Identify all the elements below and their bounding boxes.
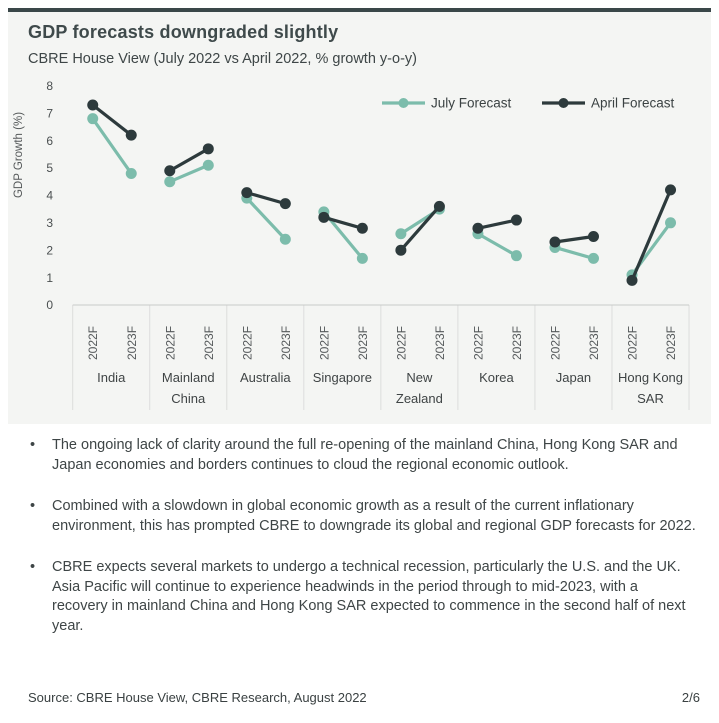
data-point xyxy=(510,250,522,262)
y-axis-tick-label: 5 xyxy=(46,161,53,175)
category-label: Mainland xyxy=(162,370,215,385)
legend-label: July Forecast xyxy=(431,96,512,111)
data-point xyxy=(164,176,176,188)
x-tick-year-label: 2022F xyxy=(394,326,408,360)
x-tick-year-label: 2022F xyxy=(548,326,562,360)
y-axis-tick-label: 4 xyxy=(46,189,53,203)
x-tick-year-label: 2022F xyxy=(317,326,331,360)
category-label: New xyxy=(406,370,433,385)
series-segment xyxy=(477,218,517,230)
series-segment xyxy=(554,234,594,244)
data-point xyxy=(87,99,99,111)
chart-card: GDP forecasts downgraded slightly CBRE H… xyxy=(8,8,711,424)
x-tick-year-label: 2023F xyxy=(587,326,601,360)
data-point xyxy=(279,233,291,245)
data-point xyxy=(241,187,253,199)
x-tick-year-label: 2022F xyxy=(471,326,485,360)
data-point xyxy=(433,200,445,212)
category-label: Japan xyxy=(556,370,591,385)
legend-marker-dot xyxy=(558,98,569,108)
series-segment xyxy=(169,163,209,184)
footer: Source: CBRE House View, CBRE Research, … xyxy=(28,690,700,705)
series-segment xyxy=(554,245,594,260)
series-segment xyxy=(630,189,673,281)
x-tick-year-label: 2022F xyxy=(240,326,254,360)
page-title: GDP forecasts downgraded slightly xyxy=(28,22,339,42)
y-axis-tick-label: 1 xyxy=(46,271,53,285)
category-label: Zealand xyxy=(396,391,443,406)
series-segment xyxy=(399,205,441,252)
series-segment xyxy=(246,191,286,206)
category-label: Hong Kong xyxy=(618,370,683,385)
bullet-item: The ongoing lack of clarity around the f… xyxy=(28,436,696,475)
y-axis-tick-label: 7 xyxy=(46,106,53,120)
data-point xyxy=(549,236,561,248)
data-point xyxy=(318,211,330,223)
series-segment xyxy=(91,103,133,137)
gdp-forecast-chart: 0 1 2 3 4 5 6 7 8 GDP Growth (%) 2022F 2023F India 20… xyxy=(8,78,711,424)
category-label: China xyxy=(171,391,206,406)
category-label: Singapore xyxy=(313,370,372,385)
key-points-list: The ongoing lack of clarity around the f… xyxy=(28,436,696,658)
series-segment xyxy=(245,197,287,241)
series-segment xyxy=(168,147,210,173)
y-axis-tick-label: 0 xyxy=(46,298,53,312)
category-label: India xyxy=(97,370,126,385)
page-number: 2/6 xyxy=(681,690,700,705)
data-point xyxy=(279,198,291,210)
x-tick-year-label: 2022F xyxy=(626,326,640,360)
x-tick-year-label: 2022F xyxy=(163,326,177,360)
gdp-forecast-chart-svg: 0 1 2 3 4 5 6 7 8 GDP Growth (%) 2022F 2023F India 20… xyxy=(13,79,690,410)
data-point xyxy=(202,159,214,171)
bullet-item: CBRE expects several markets to undergo … xyxy=(28,558,696,636)
bullet-item: Combined with a slowdown in global econo… xyxy=(28,497,696,536)
x-tick-year-label: 2023F xyxy=(202,326,216,360)
data-point xyxy=(626,274,638,286)
series-segment xyxy=(91,117,133,175)
x-tick-year-label: 2023F xyxy=(356,326,370,360)
source-note: Source: CBRE House View, CBRE Research, … xyxy=(28,690,367,705)
data-point xyxy=(395,228,407,240)
x-tick-year-label: 2023F xyxy=(510,326,524,360)
data-point xyxy=(125,167,137,179)
series-segment xyxy=(323,215,363,230)
category-label: SAR xyxy=(637,391,664,406)
data-point xyxy=(472,222,484,234)
y-axis-tick-label: 3 xyxy=(46,216,53,230)
y-axis-tick-label: 8 xyxy=(46,79,53,93)
data-point xyxy=(356,252,368,264)
legend-marker-dot xyxy=(398,98,409,108)
x-tick-year-label: 2022F xyxy=(86,326,100,360)
data-point xyxy=(356,222,368,234)
data-point xyxy=(510,214,522,226)
data-point xyxy=(665,184,677,196)
page-subtitle: CBRE House View (July 2022 vs April 2022… xyxy=(28,51,417,67)
y-axis-tick-label: 6 xyxy=(46,134,53,148)
data-point xyxy=(164,165,176,177)
category-label: Korea xyxy=(479,370,514,385)
data-point xyxy=(202,143,214,155)
data-point xyxy=(587,231,599,242)
y-axis-title: GDP Growth (%) xyxy=(13,112,25,198)
x-tick-year-label: 2023F xyxy=(664,326,678,360)
x-tick-year-label: 2023F xyxy=(433,326,447,360)
data-point xyxy=(125,129,137,141)
data-point xyxy=(395,244,407,256)
series-segment xyxy=(477,232,518,258)
data-point xyxy=(87,113,99,125)
x-tick-year-label: 2023F xyxy=(125,326,139,360)
x-tick-year-label: 2023F xyxy=(279,326,293,360)
y-axis-tick-label: 2 xyxy=(46,243,53,257)
data-point xyxy=(587,252,599,264)
category-label: Australia xyxy=(240,370,291,385)
legend-label: April Forecast xyxy=(591,96,675,111)
data-point xyxy=(665,217,677,229)
